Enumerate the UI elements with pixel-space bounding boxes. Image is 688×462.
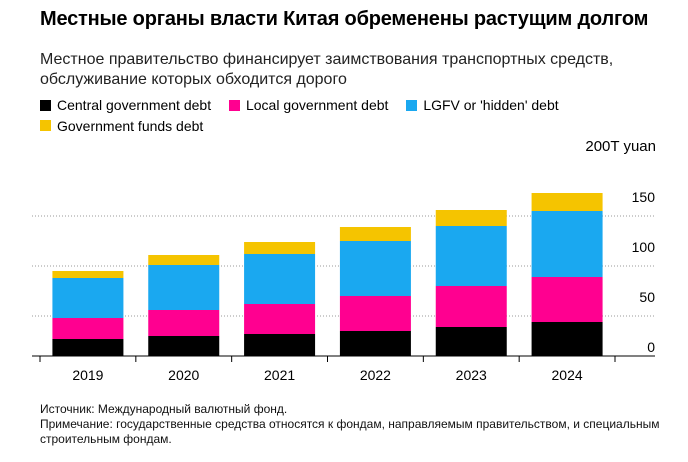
legend-label: Central government debt <box>57 97 212 113</box>
y-tick-label: 50 <box>639 289 655 305</box>
bar-segment <box>244 304 316 334</box>
bar-segment <box>531 277 603 322</box>
x-tick-label: 2019 <box>72 367 103 383</box>
bar-segment <box>339 331 411 356</box>
x-tick-label: 2024 <box>552 367 583 383</box>
bar-segment <box>435 286 507 327</box>
legend-label: Local government debt <box>245 97 389 113</box>
legend-item-lgfv: LGFV or 'hidden' debt <box>406 95 559 115</box>
bar-segment <box>339 296 411 331</box>
legend-item-central: Central government debt <box>40 95 211 115</box>
y-tick-label: 0 <box>647 339 655 355</box>
bar-segment <box>531 211 603 277</box>
legend: Central government debt Local government… <box>40 95 660 136</box>
bar-segment <box>148 336 220 356</box>
bar-segment <box>244 242 316 254</box>
chart-subtitle: Местное правительство финансирует заимст… <box>40 51 614 88</box>
footnote: Примечание: государственные средства отн… <box>40 417 660 446</box>
legend-swatch <box>406 99 418 111</box>
bar-segment <box>148 255 220 265</box>
y-tick-label: 100 <box>632 239 656 255</box>
x-tick-label: 2020 <box>168 367 199 383</box>
bar-segment <box>435 327 507 356</box>
bar-segment <box>244 254 316 304</box>
x-tick-label: 2023 <box>456 367 487 383</box>
stacked-bar-chart: 0 50 100 150 2019 2020 2021 2022 2023 2024 <box>32 189 656 383</box>
footer: Источник: Международный валютный фонд. П… <box>40 402 660 447</box>
bar-segment <box>244 334 316 356</box>
legend-swatch <box>40 99 51 111</box>
legend-swatch <box>228 99 240 111</box>
legend-swatch <box>40 120 51 131</box>
bar-segment <box>148 310 220 336</box>
bar-segment <box>435 210 507 226</box>
bar-segment <box>339 227 411 241</box>
bar-segment <box>339 241 411 296</box>
legend-label: Government funds debt <box>57 117 204 134</box>
x-tick-label: 2022 <box>360 367 391 383</box>
x-tick-label: 2021 <box>264 367 295 383</box>
bar-segment <box>52 318 124 339</box>
legend-item-govfunds: Government funds debt <box>40 116 203 136</box>
y-tick-label: 150 <box>632 189 656 205</box>
legend-label: LGFV or 'hidden' debt <box>423 97 559 113</box>
chart-title: Местные органы власти Китая обременены р… <box>40 8 649 30</box>
bar-segment <box>531 193 603 211</box>
legend-item-local: Local government debt <box>228 95 389 115</box>
y-axis-unit-label: 200T yuan <box>585 138 656 155</box>
bar-segment <box>435 226 507 286</box>
source-note: Источник: Международный валютный фонд. <box>40 402 288 416</box>
bar-segment <box>52 339 124 356</box>
bar-segment <box>52 271 124 278</box>
bar-segment <box>148 265 220 310</box>
bar-segment <box>52 278 124 318</box>
bar-segment <box>531 322 603 356</box>
